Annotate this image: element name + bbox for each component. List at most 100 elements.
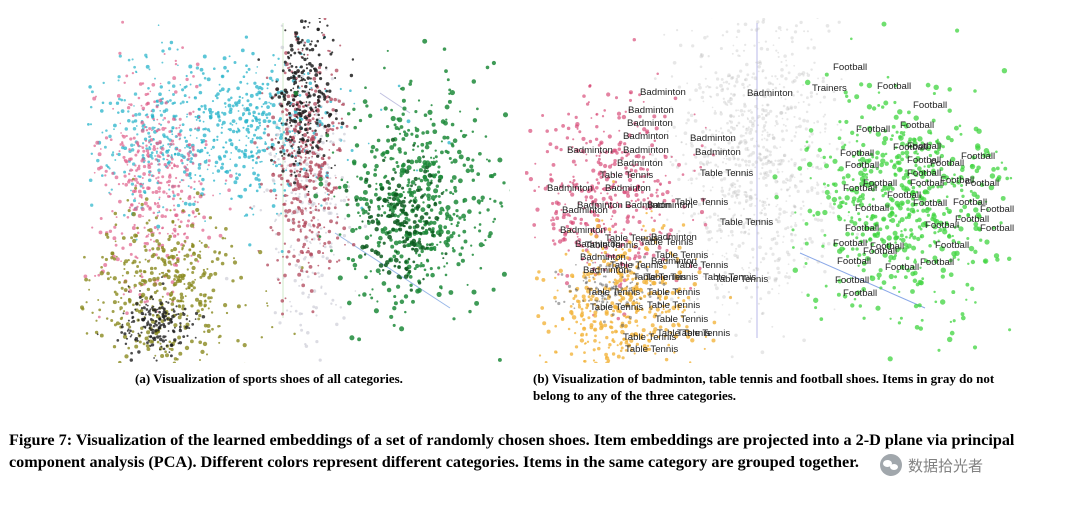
scatter-point <box>174 152 177 155</box>
scatter-point <box>751 123 755 128</box>
scatter-point <box>309 69 313 73</box>
scatter-point <box>200 349 205 355</box>
scatter-point <box>736 189 741 193</box>
scatter-point <box>782 235 785 238</box>
scatter-point <box>735 109 738 112</box>
scatter-point <box>800 247 804 251</box>
scatter-point <box>392 306 397 311</box>
scatter-point <box>780 68 784 72</box>
scatter-point <box>774 120 778 123</box>
scatter-point <box>196 309 200 313</box>
scatter-point <box>670 106 673 109</box>
scatter-point <box>829 192 832 195</box>
scatter-point <box>295 65 298 69</box>
scatter-point <box>417 159 422 164</box>
scatter-point <box>774 179 779 184</box>
scatter-point <box>303 79 307 82</box>
scatter-point <box>787 71 791 75</box>
scatter-point <box>121 323 124 326</box>
scatter-point <box>707 86 711 89</box>
scatter-point <box>767 81 772 85</box>
scatter-point <box>329 140 333 143</box>
scatter-point <box>154 354 157 357</box>
scatter-point <box>329 97 334 102</box>
scatter-point <box>754 205 757 207</box>
scatter-point <box>424 144 430 150</box>
scatter-point <box>636 198 640 202</box>
scatter-point <box>757 144 760 147</box>
scatter-point <box>594 201 597 204</box>
scatter-point <box>414 159 419 164</box>
scatter-point <box>187 213 191 217</box>
scatter-point <box>730 184 734 188</box>
scatter-point <box>631 302 635 306</box>
scatter-point <box>148 339 153 344</box>
scatter-point <box>193 196 196 199</box>
scatter-point <box>471 195 477 201</box>
scatter-point <box>727 82 731 85</box>
scatter-point <box>724 136 728 140</box>
scatter-point <box>840 141 845 145</box>
scatter-point <box>299 19 304 24</box>
scatter-point <box>221 75 224 78</box>
scatter-point <box>426 193 431 199</box>
scatter-point <box>299 323 303 327</box>
scatter-point <box>331 298 335 302</box>
scatter-point <box>150 110 153 112</box>
scatter-point <box>134 184 138 188</box>
scatter-point <box>653 179 657 183</box>
scatter-point <box>224 182 227 185</box>
scatter-point <box>321 252 325 255</box>
scatter-point <box>117 79 120 82</box>
scatter-point <box>766 149 770 153</box>
scatter-point <box>452 249 456 253</box>
scatter-point <box>730 76 734 80</box>
scatter-point <box>340 125 344 129</box>
scatter-point <box>627 177 633 183</box>
scatter-point <box>346 112 351 116</box>
scatter-point <box>284 209 288 213</box>
scatter-point <box>655 179 660 183</box>
scatter-point <box>115 257 120 262</box>
scatter-point <box>304 224 307 227</box>
scatter-point <box>301 137 305 141</box>
scatter-point <box>633 121 637 125</box>
scatter-point <box>90 90 94 94</box>
scatter-point <box>203 303 207 307</box>
scatter-point <box>373 249 379 255</box>
scatter-point <box>797 101 800 104</box>
scatter-point <box>458 178 463 184</box>
scatter-point <box>116 153 118 155</box>
scatter-point <box>342 183 348 189</box>
scatter-point <box>450 222 453 226</box>
scatter-point <box>190 288 194 292</box>
scatter-point <box>816 183 820 187</box>
scatter-point <box>666 236 670 240</box>
scatter-point <box>210 311 214 314</box>
scatter-point <box>671 305 677 311</box>
scatter-point <box>612 206 615 209</box>
scatter-point <box>737 109 739 112</box>
scatter-point <box>118 150 121 153</box>
scatter-point <box>462 163 466 167</box>
scatter-point <box>198 90 203 95</box>
scatter-point <box>721 87 724 91</box>
scatter-point <box>311 141 314 144</box>
scatter-point <box>799 207 803 210</box>
scatter-point <box>437 224 443 229</box>
scatter-point <box>404 230 409 234</box>
scatter-point <box>320 134 323 138</box>
scatter-point <box>743 110 746 113</box>
scatter-point <box>260 105 263 108</box>
scatter-point <box>582 271 586 275</box>
scatter-point <box>709 86 712 89</box>
scatter-point <box>754 166 757 169</box>
scatter-point <box>465 168 471 174</box>
scatter-point <box>743 190 746 194</box>
scatter-point <box>805 110 809 114</box>
scatter-point <box>312 93 316 97</box>
scatter-point <box>785 272 788 275</box>
scatter-point <box>112 276 117 281</box>
scatter-point <box>781 170 784 173</box>
scatter-point <box>159 301 163 305</box>
